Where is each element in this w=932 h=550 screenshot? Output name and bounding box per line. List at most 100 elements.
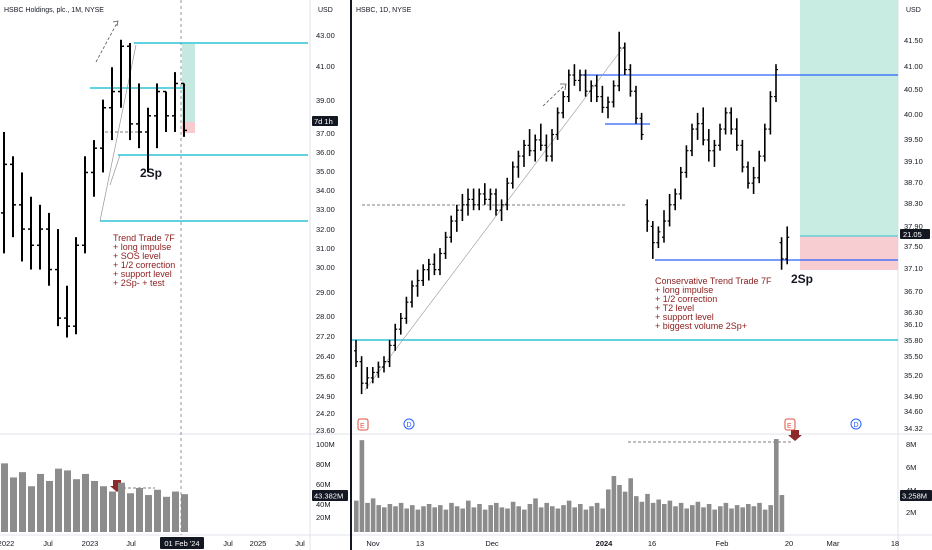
daily-time-tick: Mar — [827, 539, 840, 548]
daily-price-tick: 37.10 — [904, 264, 923, 273]
daily-volume-bar — [466, 500, 471, 532]
event-marker-e-1-text: E — [360, 423, 365, 430]
daily-time-tick: 2024 — [596, 539, 614, 548]
daily-volume-bar — [370, 498, 376, 532]
monthly-price-tick: 31.00 — [316, 244, 335, 253]
daily-volume-bar — [505, 508, 510, 532]
daily-dashed-arrow — [542, 84, 566, 107]
monthly-time-tick: Jul — [43, 539, 53, 548]
monthly-arrow-head-icon — [112, 20, 119, 27]
daily-annotation-line-6: + biggest volume 2Sp+ — [655, 321, 747, 331]
daily-volume-bar — [594, 502, 600, 532]
daily-volume-bar — [751, 506, 757, 532]
monthly-chart-title: HSBC Holdings, plc., 1M, NYSE — [4, 7, 104, 14]
monthly-price-tick: 32.00 — [316, 225, 335, 234]
daily-volume-bar — [718, 506, 723, 532]
daily-volume-bar — [460, 508, 465, 532]
daily-price-tick: 34.32 — [904, 424, 923, 433]
monthly-price-tick: 23.60 — [316, 426, 335, 435]
monthly-volume-bar — [64, 470, 71, 532]
monthly-volume-tick: 80M — [316, 460, 331, 469]
daily-volume-bar — [706, 504, 712, 532]
monthly-price-tick: 43.00 — [316, 31, 335, 40]
monthly-price-tick: 41.00 — [316, 62, 335, 71]
daily-price-tick: 36.70 — [904, 287, 923, 296]
daily-price-tick: 35.50 — [904, 352, 923, 361]
monthly-volume-bar — [136, 488, 143, 532]
daily-volume-bar — [690, 505, 695, 532]
monthly-price-tick: 37.00 — [316, 129, 335, 138]
daily-volume-bar — [639, 501, 645, 532]
daily-volume-bar — [589, 506, 594, 532]
monthly-volume-tag — [312, 490, 348, 501]
daily-time-tick: Nov — [366, 539, 380, 548]
daily-volume-bar — [650, 502, 656, 532]
daily-volume-bar — [415, 509, 421, 532]
daily-volume-bar — [583, 509, 589, 532]
monthly-price-tick: 27.20 — [316, 332, 335, 341]
event-marker-e-2[interactable]: E — [784, 418, 796, 431]
monthly-annotation-line-5: + support level — [113, 269, 172, 279]
daily-price-tick: 34.60 — [904, 407, 923, 416]
daily-volume-bar — [387, 504, 393, 532]
monthly-chart-panel: HSBC Holdings, plc., 1M, NYSE USD 2Sp Tr… — [0, 0, 350, 550]
daily-price-tick: 34.90 — [904, 392, 923, 401]
monthly-price-tick: 24.20 — [316, 409, 335, 418]
monthly-volume-bar — [46, 480, 53, 532]
monthly-volume-bar — [100, 486, 107, 532]
monthly-time-tick: 2025 — [250, 539, 267, 548]
monthly-price-tag-text: 7d 1h — [314, 117, 333, 126]
daily-volume-bar — [611, 476, 617, 532]
daily-volume-bar — [561, 505, 566, 532]
daily-volume-bar — [398, 502, 404, 532]
daily-volume-bar — [550, 506, 555, 532]
daily-volume-bar — [393, 506, 398, 532]
event-marker-d-2[interactable]: D — [850, 418, 862, 430]
daily-volume-bar — [667, 500, 673, 532]
event-marker-e-2-text: E — [787, 423, 792, 430]
monthly-price-tick: 39.00 — [316, 96, 335, 105]
daily-volume-bar — [600, 508, 605, 532]
monthly-volume-bar — [145, 495, 152, 532]
daily-volume-bar — [617, 484, 622, 532]
monthly-volume-tag-text: 43.382M — [314, 492, 343, 501]
daily-time-tick: Dec — [485, 539, 499, 548]
daily-volume-bar — [527, 504, 533, 532]
monthly-annotation-2sp: 2Sp — [140, 166, 162, 180]
daily-volume-bar — [482, 509, 488, 532]
monthly-time-tick: Jul — [223, 539, 233, 548]
daily-volume-tag-text: 3.258M — [902, 492, 927, 501]
monthly-correction-line — [109, 154, 121, 186]
event-marker-e-1[interactable]: E — [357, 418, 369, 431]
daily-volume-bar — [723, 502, 729, 532]
daily-volume-bar — [779, 495, 785, 532]
monthly-time-tick: Jul — [295, 539, 305, 548]
daily-volume-bar — [712, 509, 717, 532]
daily-currency-label: USD — [906, 7, 921, 14]
daily-annotation-line-5: + support level — [655, 312, 714, 322]
monthly-volume-bar — [172, 491, 179, 532]
daily-price-tag — [900, 229, 930, 239]
monthly-volume-bar — [154, 489, 161, 532]
daily-volume-bar — [354, 500, 359, 532]
monthly-volume-bar — [163, 496, 170, 532]
daily-volume-bar — [701, 507, 706, 532]
daily-annotation-line-2: + long impulse — [655, 285, 713, 295]
daily-annotation-2sp: 2Sp — [791, 272, 813, 286]
event-marker-d-1[interactable]: D — [403, 418, 415, 430]
daily-volume-bar — [628, 478, 633, 532]
daily-volume-bar — [454, 506, 460, 532]
daily-volume-bar — [656, 499, 661, 532]
monthly-dashed-arrow — [95, 22, 118, 63]
daily-volume-bar — [634, 496, 639, 532]
monthly-volume-bar — [118, 482, 125, 532]
daily-volume-bar — [376, 505, 381, 532]
daily-volume-tick: 8M — [906, 440, 916, 449]
monthly-time-tick: 2023 — [82, 539, 99, 548]
monthly-price-tick: 36.00 — [316, 148, 335, 157]
daily-volume-bar — [421, 506, 426, 532]
monthly-date-tag — [160, 537, 204, 549]
event-marker-d-1-text: D — [407, 422, 412, 429]
daily-volume-bar — [443, 509, 449, 532]
